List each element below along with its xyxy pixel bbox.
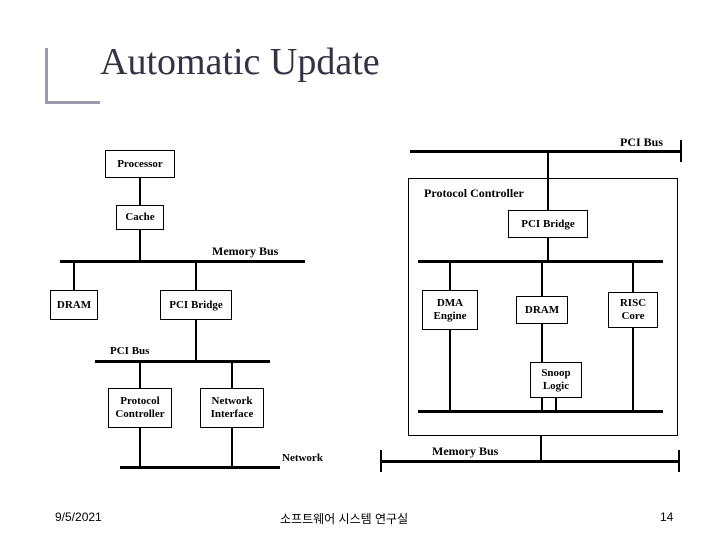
label-network: Network bbox=[282, 452, 323, 464]
line-pcibr_l_down bbox=[195, 320, 197, 360]
node-snoop: SnoopLogic bbox=[530, 362, 582, 398]
line-proc_cache bbox=[139, 178, 141, 205]
line-inner_bot_h bbox=[418, 410, 663, 413]
line-dram_l_v bbox=[73, 263, 75, 290]
line-proto_l_v bbox=[139, 363, 141, 388]
node-dram_left: DRAM bbox=[50, 290, 98, 320]
node-net_iface: NetworkInterface bbox=[200, 388, 264, 428]
line-membus_r_t2 bbox=[678, 450, 680, 472]
line-netif_down bbox=[231, 428, 233, 466]
node-processor: Processor bbox=[105, 150, 175, 178]
line-pcibus_l_h bbox=[95, 360, 270, 363]
node-pci_bridge_r: PCI Bridge bbox=[508, 210, 588, 238]
line-snoop_up bbox=[555, 398, 557, 410]
line-pcibr_r_down bbox=[547, 238, 549, 260]
line-cache_membus bbox=[139, 230, 141, 260]
node-pci_bridge_l: PCI Bridge bbox=[160, 290, 232, 320]
footer-page: 14 bbox=[660, 510, 673, 524]
line-pcibus_r_h bbox=[410, 150, 682, 153]
line-risc_v bbox=[632, 263, 634, 292]
line-pcibr_l_v bbox=[195, 263, 197, 290]
line-membus_h bbox=[60, 260, 305, 263]
title-rule-vertical bbox=[45, 48, 48, 104]
line-membus_r_t1 bbox=[380, 450, 382, 472]
title-rule-horizontal bbox=[45, 101, 100, 104]
label-pci_bus_l: PCI Bus bbox=[110, 345, 149, 357]
label-memory_bus_r: Memory Bus bbox=[432, 444, 498, 459]
node-proto_ctrl_l: ProtocolController bbox=[108, 388, 172, 428]
line-network_h bbox=[120, 466, 280, 469]
line-risc_down bbox=[632, 328, 634, 410]
label-pci_bus_r: PCI Bus bbox=[620, 135, 663, 150]
line-pcibr_r_up bbox=[547, 153, 549, 210]
line-pcibus_r_tick bbox=[680, 140, 682, 162]
node-risc: RISCCore bbox=[608, 292, 658, 328]
protocol-controller-label: Protocol Controller bbox=[422, 186, 526, 201]
line-cont_to_r_bus bbox=[540, 436, 542, 460]
node-cache: Cache bbox=[116, 205, 164, 230]
line-proto_l_down bbox=[139, 428, 141, 466]
line-dma_v bbox=[449, 263, 451, 290]
node-dram_r: DRAM bbox=[516, 296, 568, 324]
line-dram_r_v bbox=[541, 263, 543, 296]
footer-date: 9/5/2021 bbox=[55, 510, 102, 524]
line-dma_down bbox=[449, 330, 451, 410]
line-membus_r_h bbox=[380, 460, 680, 463]
footer-center: 소프트웨어 시스템 연구실 bbox=[280, 510, 408, 527]
label-memory_bus_l: Memory Bus bbox=[212, 244, 278, 259]
line-netif_v bbox=[231, 363, 233, 388]
slide-title: Automatic Update bbox=[100, 40, 380, 84]
node-dma: DMAEngine bbox=[422, 290, 478, 330]
